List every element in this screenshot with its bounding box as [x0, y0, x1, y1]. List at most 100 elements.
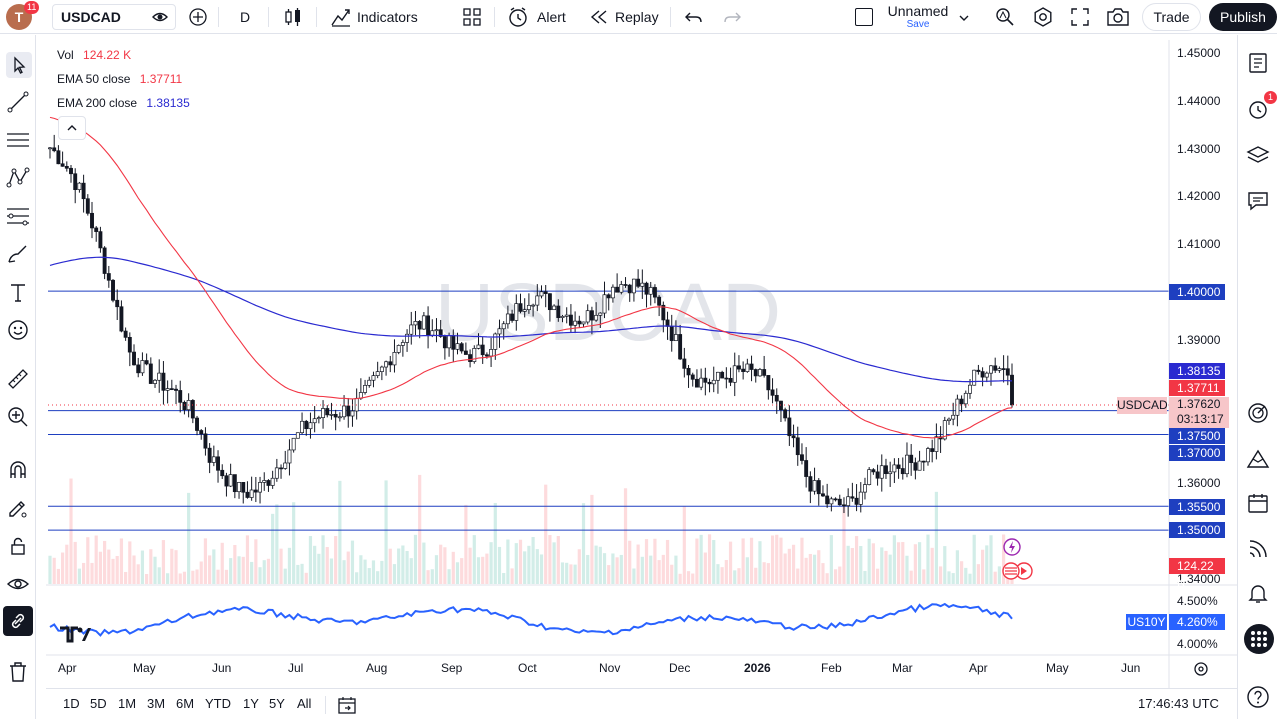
price-tick: 1.43000: [1177, 142, 1221, 156]
event-flags-icon[interactable]: [1002, 562, 1033, 580]
ema200-legend[interactable]: EMA 200 close 1.38135: [57, 96, 190, 110]
alerts-clock-icon[interactable]: [1246, 97, 1270, 121]
zoom-in-icon[interactable]: [6, 405, 30, 429]
candle-body: [119, 306, 124, 332]
candle-body: [791, 435, 796, 439]
candle-body: [909, 454, 914, 464]
trend-line-tool-icon[interactable]: [6, 90, 30, 114]
widget-sidebar: 1: [1237, 35, 1277, 719]
event-lightning-icon[interactable]: [1003, 538, 1021, 556]
brush-tool-icon[interactable]: [6, 242, 30, 266]
time-label: Sep: [441, 661, 463, 675]
volume-bar: [1001, 534, 1006, 584]
settings-gear-icon[interactable]: [1032, 6, 1054, 28]
layers-icon[interactable]: [1246, 143, 1270, 167]
candle-body: [132, 351, 136, 366]
calendar-icon[interactable]: [1246, 491, 1270, 515]
date-range-calendar-icon[interactable]: [337, 695, 357, 715]
add-symbol-icon[interactable]: [188, 7, 208, 27]
candle-body: [657, 296, 662, 306]
collapse-legend-button[interactable]: [58, 116, 86, 140]
alert-clock-icon[interactable]: [507, 5, 531, 29]
lock-icon[interactable]: [6, 534, 30, 558]
indicators-button[interactable]: Indicators: [357, 0, 418, 34]
tradingview-logo: [60, 626, 91, 643]
cursor-tool-icon[interactable]: [6, 52, 32, 78]
candle-body: [90, 212, 94, 229]
candle-body: [770, 389, 775, 396]
volume-bar: [258, 567, 262, 584]
help-icon[interactable]: [1246, 685, 1270, 709]
fibonacci-tool-icon[interactable]: [6, 204, 30, 228]
ema50-legend[interactable]: EMA 50 close 1.37711: [57, 72, 182, 86]
fullscreen-icon[interactable]: [1070, 7, 1090, 27]
range-1d-button[interactable]: 1D: [63, 696, 80, 711]
emoji-tool-icon[interactable]: [6, 318, 30, 342]
level-label-1.37000: 1.37000: [1169, 445, 1225, 461]
time-axis-settings-icon[interactable]: [1193, 661, 1209, 677]
trash-icon[interactable]: [6, 660, 30, 684]
candle-body: [224, 475, 229, 487]
level-label-1.40000: 1.40000: [1169, 284, 1225, 300]
horizontal-lines-tool-icon[interactable]: [6, 128, 30, 152]
symbol-info-icon[interactable]: [151, 9, 169, 25]
candles-icon[interactable]: [282, 7, 304, 27]
indicators-icon[interactable]: [330, 6, 352, 28]
volume-bar: [863, 570, 867, 584]
range-5y-button[interactable]: 5Y: [269, 696, 285, 711]
symbol-search-button[interactable]: USDCAD: [52, 4, 176, 30]
alert-button[interactable]: Alert: [537, 0, 566, 34]
volume-bar: [644, 539, 649, 584]
candle-body: [993, 365, 998, 371]
keep-drawing-icon[interactable]: [6, 496, 30, 520]
watchlist-icon[interactable]: [1246, 51, 1270, 75]
range-3m-button[interactable]: 3M: [147, 696, 166, 711]
volume-legend[interactable]: Vol 124.22 K: [57, 48, 131, 62]
volume-bar: [506, 539, 510, 584]
news-feed-icon[interactable]: [1246, 537, 1270, 561]
level-label-1.35500: 1.35500: [1169, 499, 1225, 515]
target-icon[interactable]: [1246, 401, 1270, 425]
camera-icon[interactable]: [1106, 7, 1130, 27]
interval-button[interactable]: D: [240, 0, 254, 34]
eye-icon[interactable]: [6, 572, 30, 596]
link-icon[interactable]: [3, 606, 33, 636]
layout-checkbox-icon[interactable]: [855, 8, 873, 26]
volume-bar: [985, 545, 989, 584]
ideas-mountain-icon[interactable]: [1246, 447, 1270, 471]
candle-body: [371, 375, 376, 381]
replay-icon[interactable]: [589, 8, 609, 26]
range-1m-button[interactable]: 1M: [118, 696, 137, 711]
pattern-tool-icon[interactable]: [6, 166, 30, 190]
volume-bar: [632, 568, 636, 584]
price-chart[interactable]: USDCAD: [0, 0, 1237, 690]
time-label: Jul: [288, 661, 304, 675]
magnet-icon[interactable]: [6, 458, 30, 482]
replay-button[interactable]: Replay: [615, 0, 659, 34]
layout-name-button[interactable]: Unnamed Save: [886, 3, 950, 31]
layouts-grid-icon[interactable]: [462, 7, 482, 27]
chat-icon[interactable]: [1246, 189, 1270, 213]
text-tool-icon[interactable]: [6, 280, 30, 304]
range-6m-button[interactable]: 6M: [176, 696, 195, 711]
quick-search-icon[interactable]: [994, 6, 1016, 28]
range-5d-button[interactable]: 5D: [90, 696, 107, 711]
volume-bar: [875, 568, 880, 584]
range-ytd-button[interactable]: YTD: [205, 696, 231, 711]
range-all-button[interactable]: All: [297, 696, 312, 711]
volume-bar: [73, 541, 77, 584]
notifications-bell-icon[interactable]: [1246, 581, 1270, 605]
ema200-value: 1.38135: [146, 96, 190, 110]
ruler-tool-icon[interactable]: [6, 367, 30, 391]
range-1y-button[interactable]: 1Y: [243, 696, 259, 711]
candle-body: [295, 432, 300, 439]
volume-bar: [275, 504, 279, 584]
utc-clock[interactable]: 17:46:43 UTC: [1138, 696, 1219, 711]
volume-bar: [846, 545, 850, 584]
chevron-down-icon[interactable]: [958, 11, 970, 23]
apps-grid-icon[interactable]: [1244, 624, 1274, 654]
publish-button[interactable]: Publish: [1209, 3, 1277, 31]
redo-icon[interactable]: [722, 8, 742, 26]
trade-button[interactable]: Trade: [1142, 3, 1201, 31]
undo-icon[interactable]: [684, 8, 704, 26]
